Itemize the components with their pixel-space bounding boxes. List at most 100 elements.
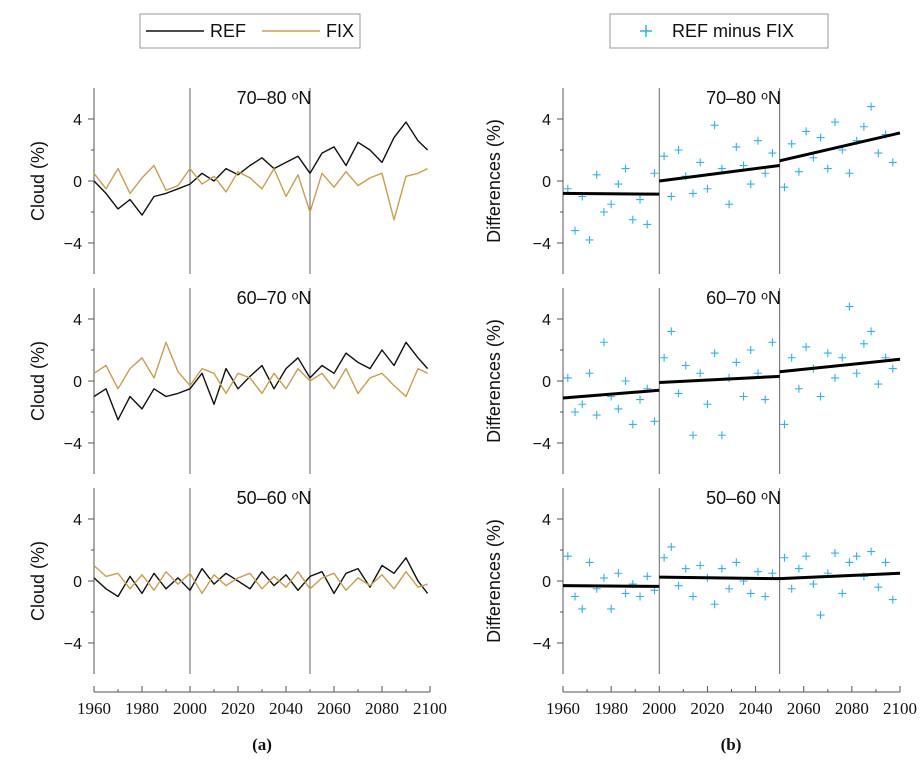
y-tick-label: −4 bbox=[64, 236, 82, 253]
data-point bbox=[859, 122, 868, 131]
data-point bbox=[717, 164, 726, 173]
data-point bbox=[761, 592, 770, 601]
data-point bbox=[888, 364, 897, 373]
y-axis-label: Differences (%) bbox=[484, 119, 504, 243]
y-axis-label: Differences (%) bbox=[484, 319, 504, 443]
data-point bbox=[780, 420, 789, 429]
data-point bbox=[823, 349, 832, 358]
data-point bbox=[859, 339, 868, 348]
data-point bbox=[592, 170, 601, 179]
data-point bbox=[710, 121, 719, 130]
trend-line bbox=[659, 575, 780, 581]
y-tick-label: 0 bbox=[73, 174, 82, 191]
x-tick-label: 2100 bbox=[413, 699, 447, 718]
x-tick-label: 1960 bbox=[77, 699, 111, 718]
x-tick-label: 1960 bbox=[546, 699, 580, 718]
data-point bbox=[636, 592, 645, 601]
data-point bbox=[768, 569, 777, 578]
y-tick-label: 4 bbox=[542, 112, 551, 129]
panel-caption: (b) bbox=[721, 735, 742, 754]
data-point bbox=[725, 200, 734, 209]
data-point bbox=[599, 573, 608, 582]
data-point bbox=[732, 358, 741, 367]
panel-title: 50–60 ᵒN bbox=[706, 488, 781, 508]
data-point bbox=[816, 392, 825, 401]
data-point bbox=[874, 149, 883, 158]
y-axis-label: Cloud (%) bbox=[28, 541, 48, 621]
series-line-fix bbox=[93, 341, 428, 398]
data-point bbox=[696, 369, 705, 378]
data-point bbox=[578, 400, 587, 409]
data-point bbox=[592, 411, 601, 420]
data-point bbox=[802, 342, 811, 351]
y-tick-label: −4 bbox=[533, 436, 551, 453]
data-point bbox=[768, 149, 777, 158]
data-point bbox=[563, 552, 572, 561]
x-tick-label: 2000 bbox=[173, 699, 207, 718]
data-point bbox=[650, 169, 659, 178]
data-point bbox=[732, 558, 741, 567]
data-point bbox=[563, 373, 572, 382]
data-point bbox=[794, 384, 803, 393]
x-tick-label: 2020 bbox=[690, 699, 724, 718]
data-point bbox=[831, 549, 840, 558]
data-point bbox=[867, 547, 876, 556]
data-point bbox=[688, 592, 697, 601]
data-point bbox=[614, 569, 623, 578]
panel-title: 60–70 ᵒN bbox=[237, 288, 312, 308]
trend-line bbox=[562, 388, 660, 400]
y-tick-label: 4 bbox=[73, 512, 82, 529]
data-point bbox=[578, 604, 587, 613]
data-point bbox=[621, 589, 630, 598]
y-tick-label: −4 bbox=[533, 236, 551, 253]
data-point bbox=[650, 417, 659, 426]
data-point bbox=[845, 558, 854, 567]
data-point bbox=[852, 552, 861, 561]
data-point bbox=[845, 302, 854, 311]
data-point bbox=[823, 164, 832, 173]
data-point bbox=[787, 353, 796, 362]
data-point bbox=[571, 408, 580, 416]
data-point bbox=[710, 600, 719, 609]
data-point bbox=[621, 164, 630, 173]
data-point bbox=[780, 183, 789, 192]
data-point bbox=[674, 146, 683, 154]
data-point bbox=[739, 392, 748, 401]
y-tick-label: 0 bbox=[73, 374, 82, 391]
series-line-ref bbox=[93, 341, 429, 421]
data-point bbox=[607, 604, 616, 613]
data-point bbox=[628, 420, 637, 429]
data-point bbox=[660, 353, 669, 362]
trend-line bbox=[779, 357, 901, 374]
y-tick-label: 4 bbox=[542, 512, 551, 529]
y-tick-label: 4 bbox=[73, 312, 82, 329]
x-tick-label: 1980 bbox=[125, 699, 159, 718]
trend-line bbox=[779, 131, 901, 163]
x-tick-label: 2100 bbox=[883, 699, 917, 718]
data-point bbox=[660, 152, 669, 161]
data-point bbox=[838, 589, 847, 598]
y-tick-label: 0 bbox=[542, 574, 551, 591]
data-point bbox=[746, 180, 755, 189]
data-point bbox=[585, 235, 594, 244]
data-point bbox=[667, 327, 676, 336]
data-point bbox=[809, 153, 818, 162]
data-point bbox=[739, 161, 748, 170]
data-point bbox=[660, 553, 669, 562]
y-tick-label: 0 bbox=[542, 174, 551, 191]
trend-line bbox=[562, 191, 660, 196]
x-tick-label: 2040 bbox=[739, 699, 773, 718]
panel-caption: (a) bbox=[252, 735, 272, 754]
x-tick-label: 1980 bbox=[594, 699, 628, 718]
data-point bbox=[628, 215, 637, 224]
data-point bbox=[831, 373, 840, 382]
data-point bbox=[761, 169, 770, 178]
data-point bbox=[802, 127, 811, 136]
legend-marker bbox=[640, 25, 652, 37]
x-tick-label: 2060 bbox=[317, 699, 351, 718]
series-line-ref bbox=[93, 557, 429, 598]
data-point bbox=[688, 189, 697, 198]
data-point bbox=[681, 361, 690, 370]
data-point bbox=[753, 369, 762, 378]
